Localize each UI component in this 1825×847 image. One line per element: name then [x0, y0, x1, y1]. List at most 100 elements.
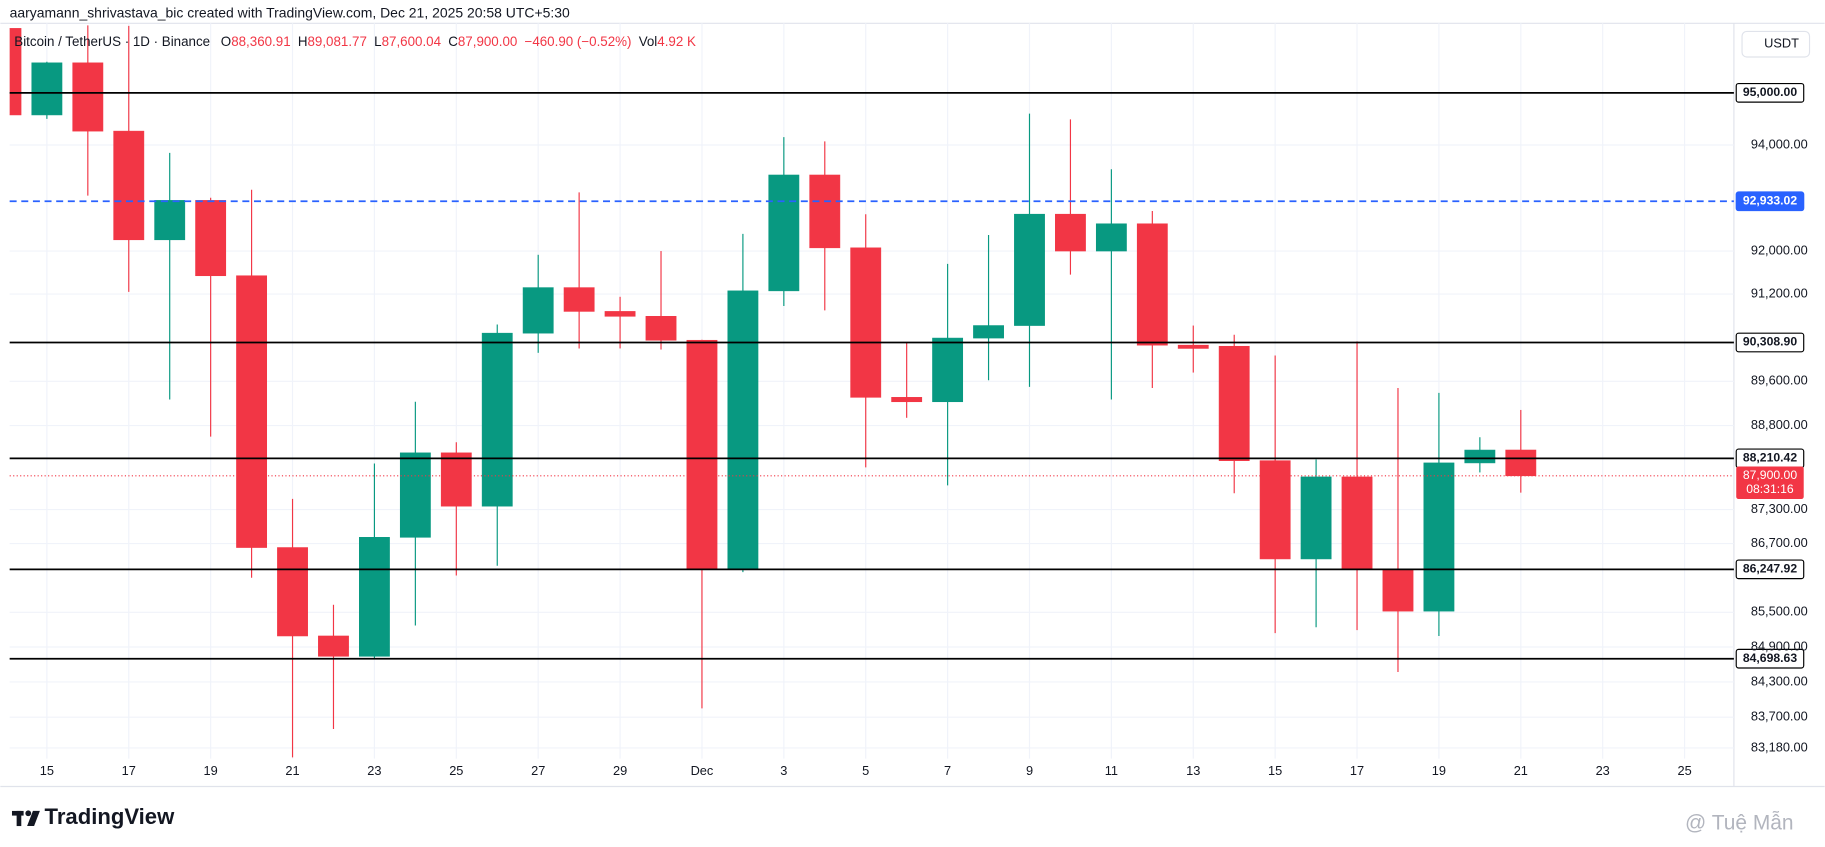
candle-body [522, 287, 554, 334]
ohlc-value: 87,900.00 [458, 33, 517, 48]
vol-key: Vol [639, 33, 658, 48]
level-label-box [1735, 191, 1805, 212]
x-tick-label: 19 [204, 763, 218, 778]
candle-body [563, 287, 595, 312]
brand: TradingView [45, 804, 176, 829]
y-tick-label: 86,700.00 [1751, 535, 1808, 550]
ohlc-value: 87,600.04 [382, 33, 442, 48]
candle-body [932, 337, 964, 403]
ohlc-key: C [448, 33, 458, 48]
level-label: 88,210.42 [1743, 451, 1798, 465]
x-tick-label: 7 [944, 763, 951, 778]
ohlc-key: L [374, 33, 381, 48]
level-label-box [1735, 559, 1805, 580]
x-tick-label: 9 [1026, 763, 1033, 778]
y-tick-label: 83,700.00 [1751, 709, 1808, 724]
level-label: 84,698.63 [1743, 651, 1798, 665]
symbol: Bitcoin / TetherUS · 1D · Binance [14, 33, 210, 48]
x-tick-label: 25 [1677, 763, 1691, 778]
levels: 95,000.00 92,933.02 90,308.90 88,210.42 86,2… [9, 82, 1805, 669]
candle-body [1014, 213, 1045, 326]
level-label-box [1735, 648, 1805, 669]
watermark: @ Tuệ Mẫn [1685, 811, 1794, 834]
attribution: aaryamann_shrivastava_bic created with T… [10, 5, 570, 21]
y-tick-label: 85,500.00 [1751, 604, 1808, 619]
candle-body [973, 325, 1004, 339]
brand-logo [11, 810, 40, 827]
x-tick-label: 29 [613, 763, 627, 778]
candle-body [1055, 213, 1086, 252]
x-tick-label: 17 [1350, 763, 1364, 778]
last-price-box [1736, 466, 1804, 500]
level-label: 95,000.00 [1743, 85, 1798, 99]
x-tick-label: 13 [1186, 763, 1200, 778]
y-tick-label: 94,000.00 [1751, 136, 1808, 151]
y-tick-label: 87,300.00 [1751, 501, 1808, 516]
candle-body [768, 174, 800, 292]
candle-body [236, 275, 268, 548]
candle-body [481, 332, 513, 507]
x-tick-label: 15 [1268, 763, 1282, 778]
candle-body [154, 200, 186, 241]
y-tick-label: 83,180.00 [1751, 739, 1808, 754]
candle-body [440, 452, 472, 507]
candle-body [1505, 449, 1537, 477]
x-tick-label: 21 [1514, 763, 1528, 778]
axes: 94,000.00 92,000.00 91,200.00 89,600.00 88,8… [40, 136, 1808, 777]
x-tick-label: 25 [449, 763, 463, 778]
ohlc-key: O [221, 33, 231, 48]
x-tick-label: 23 [1596, 763, 1610, 778]
x-tick-label: 19 [1432, 763, 1446, 778]
candle-body [686, 339, 718, 570]
x-tick-label: 11 [1105, 763, 1118, 778]
level-label-box [1735, 332, 1805, 353]
candle-body [809, 174, 841, 249]
last-price-label: 87,900.00 [1743, 468, 1798, 482]
candle-body [9, 28, 22, 116]
logo-part [16, 810, 22, 827]
y-tick-label: 84,900.00 [1751, 638, 1808, 653]
candle-body [1341, 476, 1373, 570]
y-tick-label: 92,000.00 [1751, 242, 1808, 257]
y-tick-label: 84,300.00 [1751, 673, 1808, 688]
x-tick-label: 21 [285, 763, 299, 778]
logo-part [25, 810, 32, 817]
x-tick-label: 27 [531, 763, 545, 778]
logo-part [27, 810, 40, 827]
candle-body [645, 316, 677, 341]
candle-body [604, 311, 636, 317]
candle-body [195, 200, 227, 277]
x-tick-label: Dec [691, 763, 714, 778]
y-tick-label: 89,600.00 [1751, 373, 1808, 388]
candle-body [727, 290, 759, 570]
ohlc-value: 89,081.77 [307, 33, 366, 48]
x-tick-label: 3 [780, 763, 787, 778]
level-label-box [1735, 82, 1805, 103]
candle-body [113, 130, 145, 241]
level-label: 92,933.02 [1743, 194, 1798, 208]
countdown: 08:31:16 [1746, 482, 1794, 496]
x-tick-label: 5 [862, 763, 869, 778]
vol-value: 4.92 K [657, 33, 696, 48]
candle-body [1177, 344, 1209, 349]
x-tick-label: 15 [40, 763, 54, 778]
candle-body [399, 452, 431, 538]
candle-body [850, 247, 882, 398]
candle-body [1382, 568, 1414, 612]
currency-button[interactable] [1741, 30, 1811, 58]
candle-body [277, 547, 308, 637]
candle-body [1300, 476, 1332, 560]
level-label: 86,247.92 [1743, 562, 1798, 576]
candle-body [1259, 460, 1291, 560]
ohlc-value: 88,360.91 [231, 33, 290, 48]
candle-body [1136, 223, 1168, 346]
currency[interactable]: USDT [1764, 36, 1799, 51]
x-tick-label: 17 [122, 763, 136, 778]
candle-body [31, 62, 63, 116]
candle-body [72, 62, 104, 132]
candle-body [1464, 449, 1496, 464]
symbol-legend: Bitcoin / TetherUS · 1D · Binance O88,36… [14, 33, 696, 48]
